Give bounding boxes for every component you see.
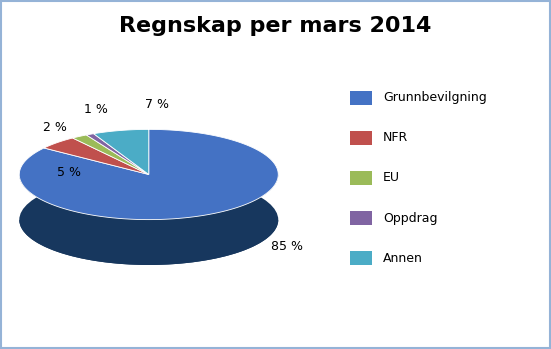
Bar xyxy=(350,91,372,105)
Polygon shape xyxy=(44,138,149,174)
Polygon shape xyxy=(19,174,278,265)
Ellipse shape xyxy=(19,175,278,265)
Bar xyxy=(350,251,372,265)
Text: 2 %: 2 % xyxy=(43,121,67,134)
Text: EU: EU xyxy=(383,171,400,185)
Text: Regnskap per mars 2014: Regnskap per mars 2014 xyxy=(120,16,431,36)
Polygon shape xyxy=(94,129,149,174)
Polygon shape xyxy=(73,135,149,174)
Text: Annen: Annen xyxy=(383,252,423,265)
Text: 85 %: 85 % xyxy=(271,239,302,253)
Polygon shape xyxy=(19,129,278,220)
Text: NFR: NFR xyxy=(383,131,408,144)
Bar xyxy=(350,171,372,185)
Bar xyxy=(350,211,372,225)
Text: 5 %: 5 % xyxy=(57,166,81,179)
Polygon shape xyxy=(87,134,149,174)
Text: Grunnbevilgning: Grunnbevilgning xyxy=(383,91,487,104)
Text: Oppdrag: Oppdrag xyxy=(383,211,437,225)
Text: 1 %: 1 % xyxy=(84,103,109,117)
Text: 7 %: 7 % xyxy=(145,98,169,111)
Bar xyxy=(350,131,372,145)
